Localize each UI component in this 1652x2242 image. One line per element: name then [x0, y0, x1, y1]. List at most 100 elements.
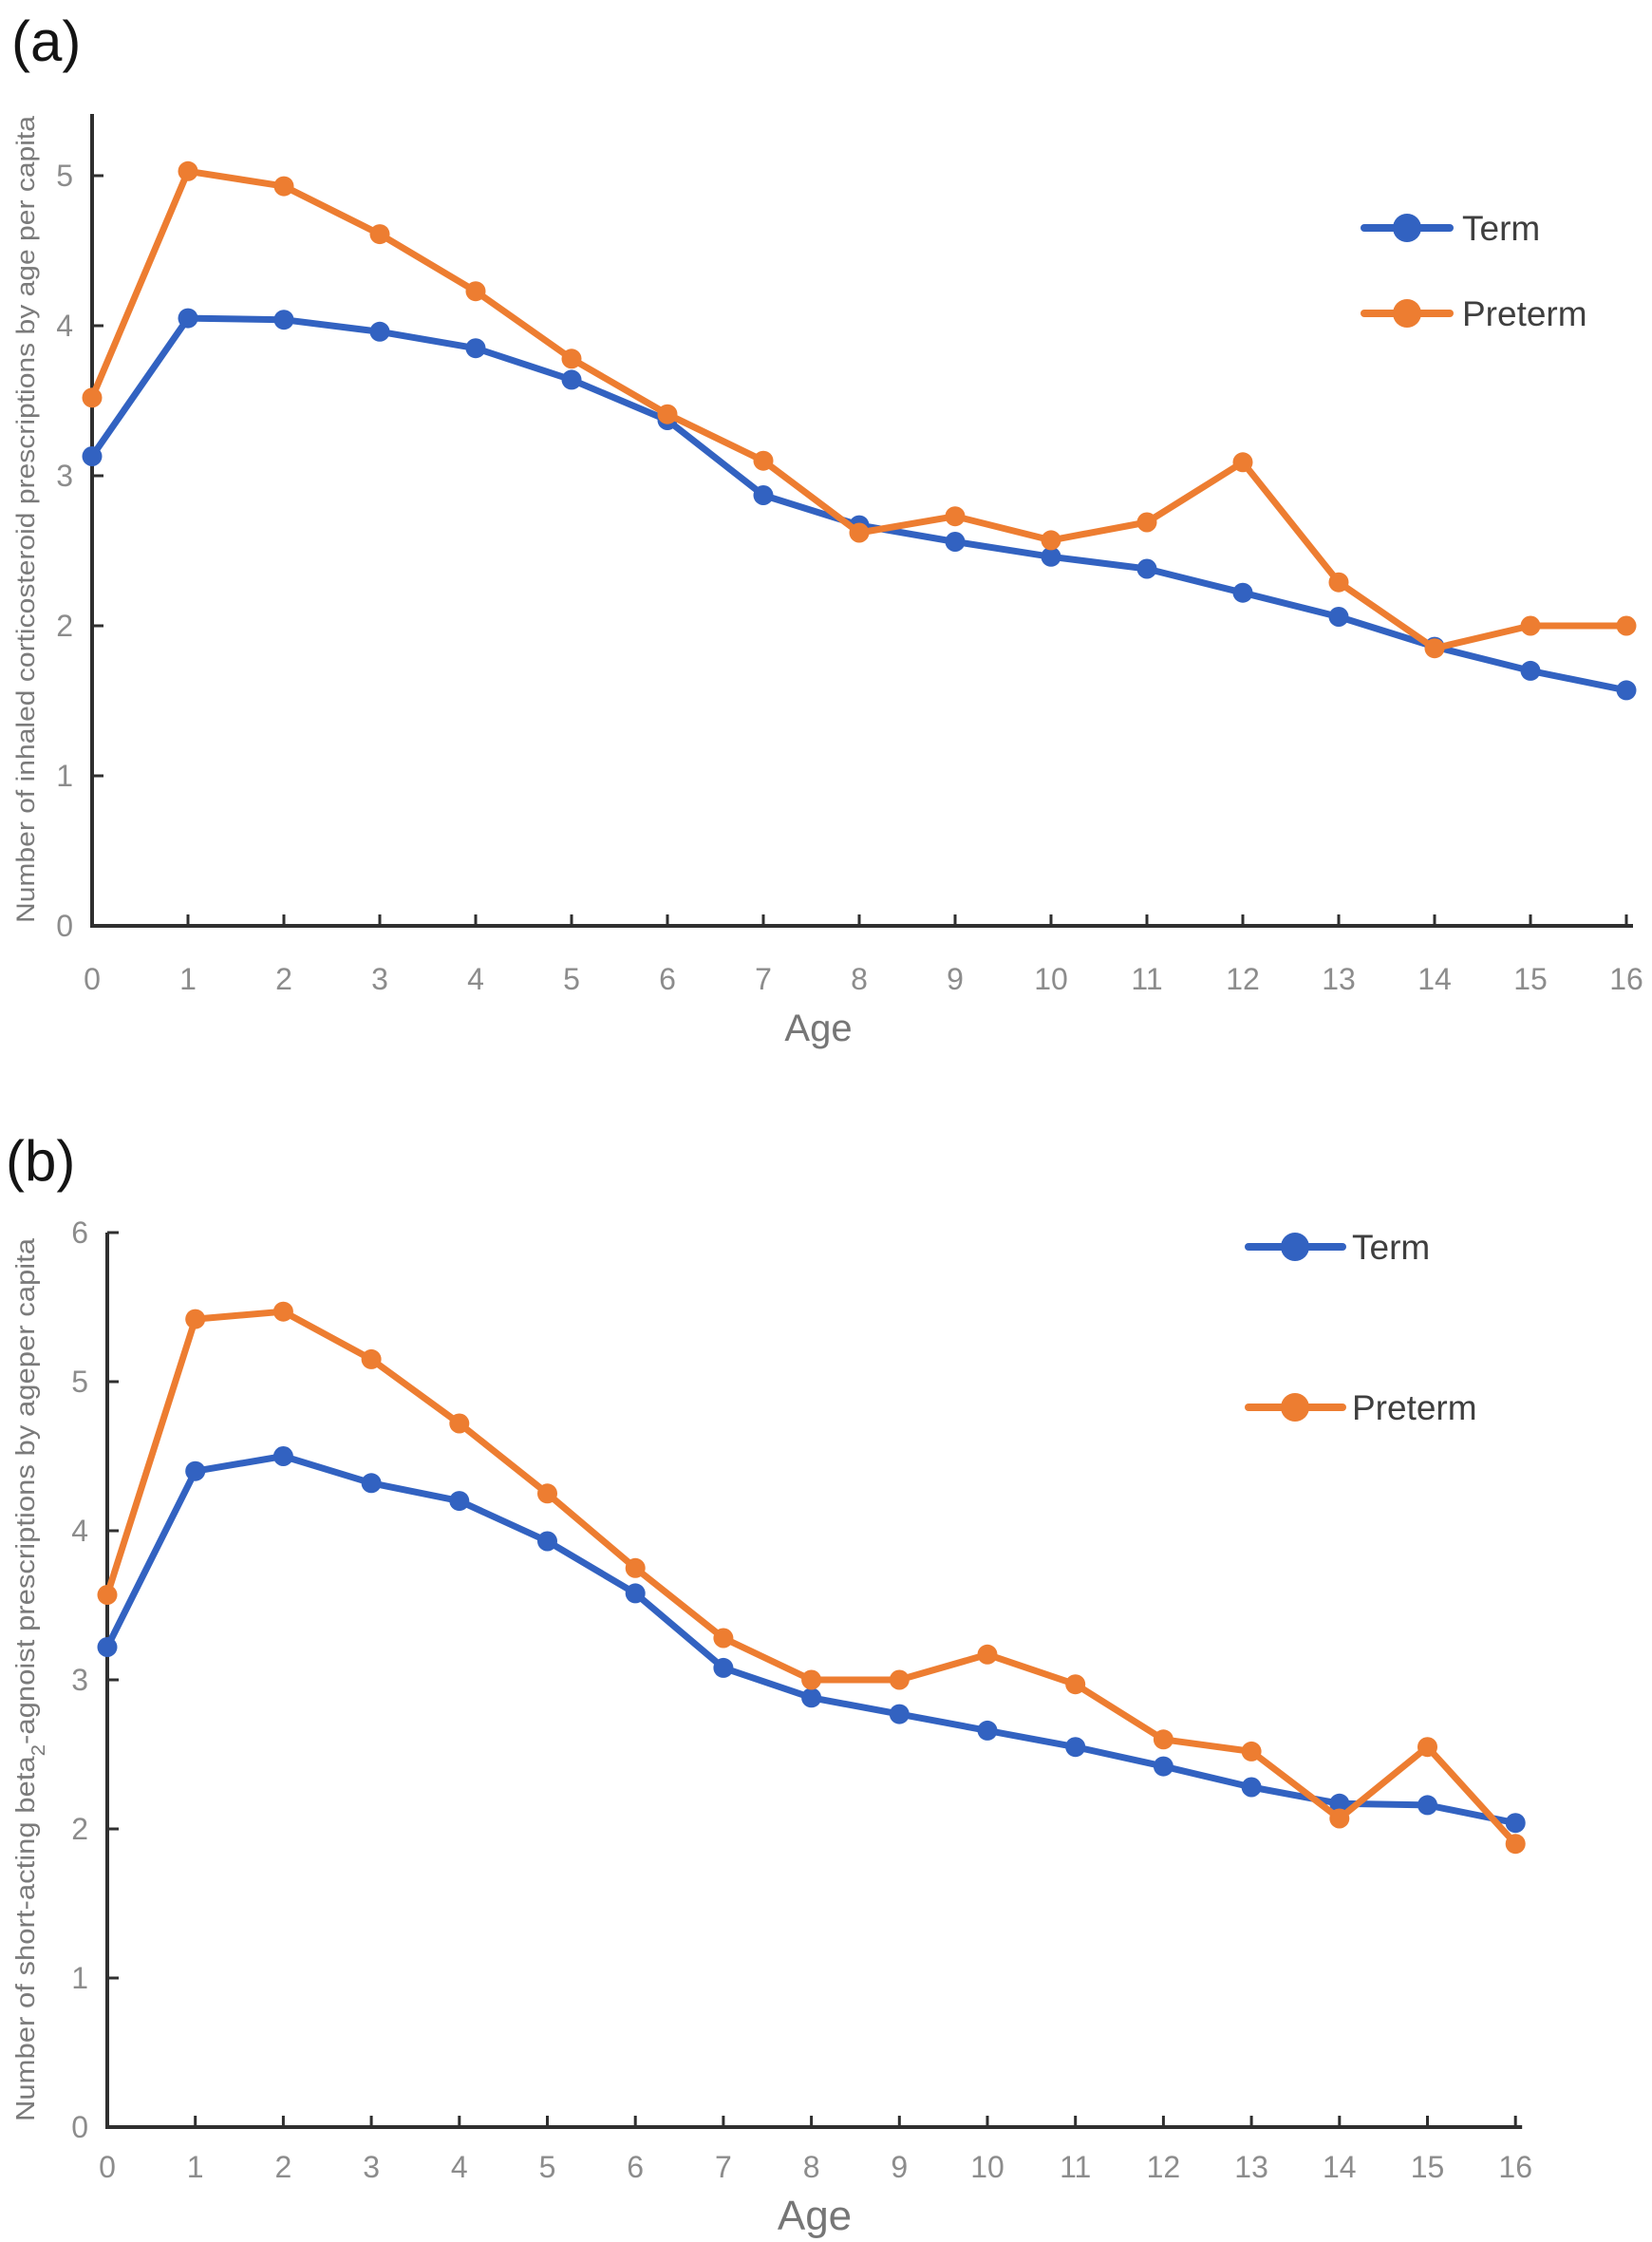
x-tick-label: 8 [803, 2150, 820, 2184]
data-point-preterm [1232, 452, 1253, 473]
x-axis-title-b: Age [778, 2193, 852, 2239]
data-point-term [369, 321, 390, 342]
data-point-preterm [361, 1348, 382, 1369]
x-tick-label: 6 [659, 962, 676, 996]
term-legend-marker-icon [1281, 1233, 1309, 1261]
data-point-term [1520, 660, 1541, 681]
y-tick-label: 2 [71, 1812, 88, 1846]
data-point-term [1153, 1756, 1173, 1777]
data-point-preterm [537, 1483, 557, 1504]
preterm-legend-marker-icon [1393, 299, 1421, 328]
data-point-term [713, 1657, 734, 1678]
data-point-preterm [449, 1413, 470, 1434]
data-point-preterm [1520, 615, 1541, 636]
data-point-term [97, 1637, 118, 1657]
data-point-term [1417, 1795, 1437, 1816]
x-tick-label: 4 [467, 962, 484, 996]
data-point-preterm [889, 1669, 910, 1690]
data-point-preterm [945, 506, 966, 527]
panel-b-label: (b) [6, 1129, 75, 1193]
x-tick-label: 12 [1147, 2150, 1181, 2184]
data-point-preterm [178, 160, 198, 181]
x-tick-label: 5 [539, 2150, 556, 2184]
x-tick-label: 2 [275, 2150, 292, 2184]
y-tick-label: 5 [71, 1365, 88, 1399]
legend-a: Term Preterm [1361, 209, 1587, 333]
x-tick-label: 13 [1234, 2150, 1268, 2184]
series-preterm [82, 160, 1637, 659]
data-point-preterm [1329, 1808, 1350, 1829]
x-tick-label: 13 [1322, 962, 1356, 996]
data-point-preterm [977, 1644, 998, 1665]
y-axis-title: Number of short-acting beta2-agnoist pre… [10, 1238, 49, 2121]
y-tick-label: 0 [56, 909, 73, 943]
data-point-preterm [1065, 1674, 1086, 1695]
data-point-term [1232, 582, 1253, 603]
data-point-preterm [1424, 638, 1445, 659]
y-tick-label: 6 [71, 1215, 88, 1250]
x-tick-label: 0 [84, 962, 101, 996]
data-point-term [753, 485, 774, 505]
x-tick-label: 15 [1411, 2150, 1445, 2184]
x-tick-label: 15 [1513, 962, 1548, 996]
y-tick-label: 0 [71, 2110, 88, 2144]
series-term [97, 1446, 1526, 1834]
data-point-term [185, 1460, 206, 1481]
data-point-preterm [1417, 1737, 1437, 1758]
y-axis-title: Number of inhaled corticosteroid prescri… [11, 115, 40, 923]
data-point-preterm [801, 1669, 822, 1690]
series-preterm [97, 1301, 1526, 1855]
data-point-preterm [1328, 572, 1349, 593]
x-tick-label: 11 [1060, 2150, 1091, 2184]
series-preterm-line [88, 167, 1630, 652]
legend-b: Term Preterm [1245, 1228, 1477, 1427]
x-tick-label: 3 [371, 962, 388, 996]
x-tick-label: 16 [1498, 2150, 1532, 2184]
legend-item-preterm: Preterm [1361, 294, 1587, 333]
data-point-preterm [97, 1585, 118, 1605]
series-term-line [103, 1453, 1519, 1827]
data-point-preterm [1505, 1834, 1526, 1855]
data-point-term [1328, 607, 1349, 627]
x-tick-label: 7 [755, 962, 772, 996]
preterm-legend-marker-icon [1281, 1393, 1309, 1422]
data-point-term [1329, 1793, 1350, 1814]
data-point-term [1616, 680, 1637, 701]
data-point-preterm [1153, 1729, 1173, 1750]
x-tick-label: 14 [1323, 2150, 1357, 2184]
y-tick-label: 1 [71, 1961, 88, 1995]
legend-item-term: Term [1361, 209, 1540, 248]
data-point-preterm [561, 349, 582, 369]
term-legend-label: Term [1352, 1228, 1430, 1267]
x-tick-label: 12 [1226, 962, 1260, 996]
series-term [82, 308, 1637, 701]
x-tick-label: 9 [891, 2150, 908, 2184]
term-legend-marker-icon [1393, 214, 1421, 242]
data-point-preterm [272, 1301, 293, 1322]
y-tick-label: 3 [56, 459, 73, 493]
data-point-preterm [1041, 530, 1061, 551]
data-point-preterm [849, 522, 870, 543]
x-tick-label: 16 [1609, 962, 1643, 996]
x-tick-label: 1 [179, 962, 197, 996]
x-tick-label: 11 [1131, 962, 1162, 996]
data-point-preterm [1241, 1741, 1262, 1762]
data-point-term [82, 446, 103, 466]
data-point-term [465, 338, 486, 359]
panel-a-label: (a) [11, 9, 81, 73]
data-point-preterm [465, 281, 486, 302]
y-tick-label: 2 [56, 609, 73, 643]
series-term-line [88, 314, 1630, 694]
data-point-term [625, 1583, 646, 1604]
x-tick-label: 3 [363, 2150, 380, 2184]
data-point-preterm [753, 450, 774, 471]
data-point-preterm [625, 1557, 646, 1578]
x-tick-label: 1 [187, 2150, 204, 2184]
y-tick-label: 5 [56, 159, 73, 193]
x-tick-label: 9 [947, 962, 964, 996]
data-point-term [1041, 546, 1061, 567]
